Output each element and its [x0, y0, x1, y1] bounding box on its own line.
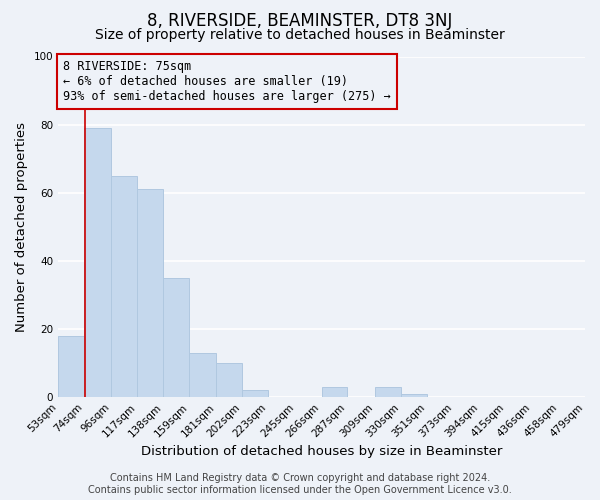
Bar	[58, 336, 84, 397]
Bar	[401, 394, 427, 397]
Bar	[375, 387, 401, 397]
Bar	[189, 353, 217, 397]
Text: 8, RIVERSIDE, BEAMINSTER, DT8 3NJ: 8, RIVERSIDE, BEAMINSTER, DT8 3NJ	[148, 12, 452, 30]
Bar	[111, 176, 137, 397]
Bar	[217, 363, 242, 397]
Text: Contains HM Land Registry data © Crown copyright and database right 2024.
Contai: Contains HM Land Registry data © Crown c…	[88, 474, 512, 495]
Bar	[242, 390, 268, 397]
Y-axis label: Number of detached properties: Number of detached properties	[15, 122, 28, 332]
Bar	[322, 387, 347, 397]
Bar	[84, 128, 111, 397]
Bar	[137, 190, 163, 397]
Text: 8 RIVERSIDE: 75sqm
← 6% of detached houses are smaller (19)
93% of semi-detached: 8 RIVERSIDE: 75sqm ← 6% of detached hous…	[64, 60, 391, 103]
Text: Size of property relative to detached houses in Beaminster: Size of property relative to detached ho…	[95, 28, 505, 42]
X-axis label: Distribution of detached houses by size in Beaminster: Distribution of detached houses by size …	[141, 444, 502, 458]
Bar	[163, 278, 189, 397]
